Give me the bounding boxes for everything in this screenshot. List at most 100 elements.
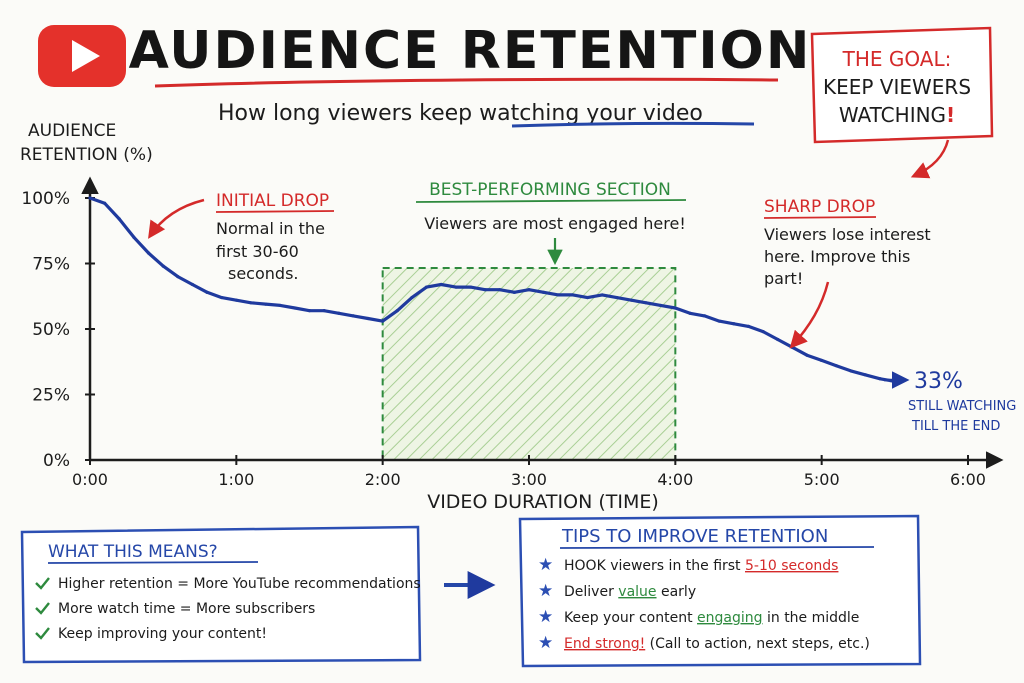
sharp-drop-line1: Viewers lose interest	[764, 225, 931, 244]
y-axis-title-line2: RETENTION (%)	[20, 145, 153, 165]
retention-point	[161, 264, 165, 268]
best-section-text: Viewers are most engaged here!	[424, 214, 686, 233]
what-this-means-box: WHAT THIS MEANS? Higher retention = More…	[20, 525, 422, 664]
subtitle-underline	[511, 121, 755, 128]
retention-point	[717, 319, 721, 323]
tip-text: (Call to action, next steps, etc.)	[645, 636, 870, 652]
tip-highlight: End strong!	[564, 636, 645, 652]
x-tick-label: 1:00	[218, 470, 254, 489]
tip-text: Deliver	[564, 584, 618, 600]
sharp-drop-title: SHARP DROP	[764, 197, 875, 217]
retention-point	[395, 309, 399, 313]
subtitle: How long viewers keep watching your vide…	[218, 101, 703, 126]
retention-point	[863, 373, 868, 377]
y-axis-title-line1: AUDIENCE	[28, 121, 116, 141]
page-title: AUDIENCE RETENTION	[129, 21, 812, 81]
title-underline	[154, 77, 779, 88]
subtitle-prefix: How long viewers keep	[218, 101, 479, 126]
retention-point	[834, 364, 838, 368]
x-tick-label: 2:00	[365, 470, 401, 489]
tip-text: HOOK viewers in the first	[564, 558, 745, 574]
subtitle-highlight: watching your video	[479, 101, 703, 126]
goal-line1: KEEP VIEWERS	[823, 75, 971, 99]
retention-point	[776, 337, 780, 342]
retention-point	[410, 295, 414, 300]
initial-drop-line2: first 30-60	[216, 242, 299, 261]
what-this-means-underline	[47, 561, 259, 564]
retention-point	[878, 377, 882, 381]
retention-points	[88, 196, 897, 383]
retention-point	[190, 282, 195, 287]
star-icon: ★	[538, 581, 553, 601]
retention-point	[600, 293, 604, 297]
initial-drop-title: INITIAL DROP	[216, 191, 329, 211]
sharp-drop-line3: part!	[764, 269, 803, 288]
best-section-annotation: BEST-PERFORMING SECTION Viewers are most…	[415, 180, 687, 266]
x-tick-label: 5:00	[804, 470, 840, 489]
retention-point	[849, 369, 853, 373]
goal-box: THE GOAL: KEEP VIEWERS WATCHING!	[810, 26, 994, 179]
retention-point	[659, 303, 663, 308]
retention-point	[542, 290, 546, 294]
retention-point	[307, 309, 312, 313]
tip-highlight: value	[618, 584, 656, 600]
goal-line2-text: WATCHING!	[839, 103, 955, 127]
retention-point	[381, 319, 385, 323]
retention-point	[688, 311, 692, 315]
end-value: 33%	[914, 369, 963, 394]
goal-exclaim: !	[946, 103, 955, 127]
goal-arrow	[910, 139, 950, 179]
tip-highlight: 5-10 seconds	[745, 558, 838, 574]
retention-point	[249, 301, 253, 305]
retention-point	[483, 288, 487, 292]
retention-point	[454, 285, 458, 289]
sharp-drop-line2: here. Improve this	[764, 247, 910, 266]
sharp-drop-arrow	[789, 281, 830, 349]
retention-point	[264, 302, 268, 306]
initial-drop-line3: seconds.	[228, 264, 298, 283]
retention-point	[820, 358, 824, 363]
retention-point	[571, 293, 575, 297]
best-performing-region	[381, 267, 677, 461]
check-icon	[35, 627, 50, 640]
retention-point	[805, 353, 809, 357]
retention-point	[512, 290, 516, 294]
y-ticks: 0% 25% 50% 75% 100%	[21, 189, 95, 471]
tip-item: Deliver value early	[564, 584, 696, 600]
sharp-drop-annotation: SHARP DROP Viewers lose interest here. I…	[763, 197, 931, 349]
initial-drop-underline	[215, 210, 335, 213]
retention-point	[351, 314, 355, 318]
sharp-drop-underline	[763, 216, 877, 219]
check-icon	[35, 602, 50, 615]
retention-point	[615, 295, 619, 300]
retention-point	[132, 235, 136, 239]
retention-point	[673, 306, 677, 310]
retention-point	[468, 285, 473, 289]
retention-point	[205, 290, 209, 294]
y-tick-label: 50%	[32, 320, 70, 340]
retention-point	[761, 330, 765, 334]
retention-point	[439, 282, 443, 287]
x-tick-label: 4:00	[657, 470, 693, 489]
what-this-means-title: WHAT THIS MEANS?	[48, 542, 218, 562]
star-icon: ★	[538, 607, 553, 627]
star-icon: ★	[538, 633, 553, 653]
star-icon: ★	[538, 555, 553, 575]
y-tick-label: 75%	[32, 255, 70, 275]
tip-text: Keep your content	[564, 610, 697, 626]
tip-item: Keep your content engaging in the middle	[564, 610, 859, 626]
retention-point	[644, 301, 648, 305]
goal-line2: WATCHING	[839, 103, 946, 127]
x-axis-title: VIDEO DURATION (TIME)	[427, 491, 659, 513]
tip-item: End strong! (Call to action, next steps,…	[564, 636, 870, 652]
retention-point	[629, 298, 634, 302]
y-tick-label: 0%	[43, 451, 70, 471]
retention-point	[498, 288, 502, 292]
retention-point	[88, 196, 92, 200]
end-value-line1: STILL WATCHING	[908, 399, 1016, 414]
retention-point	[527, 288, 531, 292]
tips-list: ★ HOOK viewers in the first 5-10 seconds ★…	[538, 555, 870, 653]
tip-highlight: engaging	[697, 610, 763, 626]
what-this-means-item: Keep improving your content!	[58, 626, 267, 642]
